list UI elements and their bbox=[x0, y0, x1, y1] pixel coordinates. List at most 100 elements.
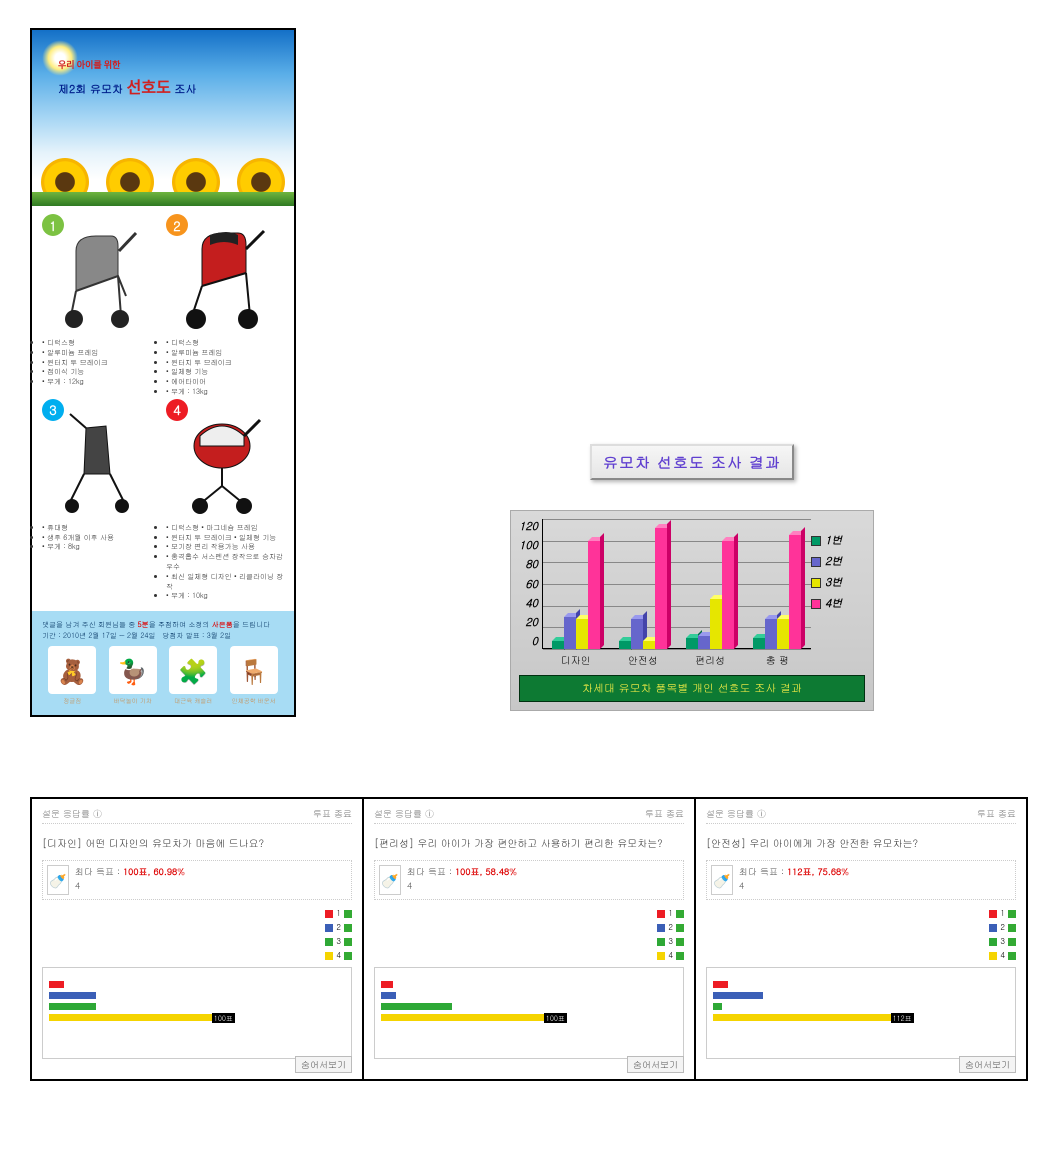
stroller-image-4 bbox=[166, 401, 284, 521]
poll-bar-row bbox=[49, 980, 345, 989]
legend-swatch bbox=[325, 938, 333, 946]
legend-swatch bbox=[811, 578, 821, 588]
poll-header: 설문 응답률 ⓘ투표 종료 bbox=[42, 807, 352, 824]
chart-x-label: 안전성 bbox=[609, 653, 676, 667]
poll-top-text: 최다 득표 : 100표, 60.98%4 bbox=[75, 865, 185, 892]
legend-label: 1 bbox=[668, 908, 673, 919]
poll-bar-row: 100표 bbox=[381, 1013, 677, 1022]
prize-label: 바닥놀이 기차 bbox=[109, 696, 157, 705]
bar-chart-panel: 120100806040200 디자인안전성편리성총 평 1번2번3번4번 차세… bbox=[510, 510, 874, 711]
poll-bar-row bbox=[49, 1002, 345, 1011]
stroller-option-3[interactable]: 3 휴대형생후 6개월 이후 사용무게 : 8kg bbox=[42, 397, 160, 601]
chart-bar bbox=[686, 638, 698, 649]
legend-swatch bbox=[811, 599, 821, 609]
option-badge-2: 2 bbox=[166, 214, 188, 236]
poll-more-button[interactable]: 숨어서보기 bbox=[295, 1056, 352, 1073]
prize-label: 인체공학 바운서 bbox=[230, 696, 278, 705]
stroller-option-4[interactable]: 4 디럭스형 • 마그네슘 프레임원터치 투 브레이크 • 일체형 기능모기장 … bbox=[166, 397, 284, 601]
poll-header-right: 투표 종료 bbox=[645, 807, 684, 820]
poll-bar-label: 100표 bbox=[212, 1013, 235, 1023]
poll-bar bbox=[49, 1014, 212, 1021]
legend-swatch bbox=[325, 924, 333, 932]
chart-icon bbox=[676, 952, 684, 960]
promo-footer-text: 댓글을 남겨 주신 회원님들 중 5분을 추첨하여 소정의 사은품을 드립니다 … bbox=[42, 619, 284, 640]
poll-header-right: 투표 종료 bbox=[313, 807, 352, 820]
chart-icon bbox=[1008, 952, 1016, 960]
poll-more-button[interactable]: 숨어서보기 bbox=[627, 1056, 684, 1073]
legend-label: 3 bbox=[1000, 936, 1005, 947]
poll-header-left: 설문 응답률 ⓘ bbox=[374, 807, 434, 820]
poll-bar bbox=[713, 1003, 722, 1010]
poll-bar bbox=[381, 1014, 544, 1021]
legend-swatch bbox=[657, 938, 665, 946]
poll-top-text: 최다 득표 : 100표, 58.48%4 bbox=[407, 865, 517, 892]
chart-bar bbox=[777, 619, 789, 649]
legend-label: 3 bbox=[336, 936, 341, 947]
promo-title-prefix: 제2회 유모차 bbox=[58, 82, 123, 97]
poll-top-result: 🍼 최다 득표 : 100표, 60.98%4 bbox=[42, 860, 352, 900]
poll-more-button[interactable]: 숨어서보기 bbox=[959, 1056, 1016, 1073]
prize-label: 대근육 캐슬러 bbox=[169, 696, 217, 705]
poll-bar bbox=[713, 981, 728, 988]
poll-legend-item: 3 bbox=[989, 936, 1016, 947]
stroller-option-2[interactable]: 2 디럭스형알루미늄 프레임원터치 투 브레이크일체형 기능에어타이어무게 : … bbox=[166, 212, 284, 397]
chart-group bbox=[542, 519, 609, 649]
poll-header-right: 투표 종료 bbox=[977, 807, 1016, 820]
chart-icon bbox=[344, 924, 352, 932]
legend-item: 4번 bbox=[811, 596, 865, 611]
prize-row: 🧸정글짐🦆바닥놀이 기차🧩대근육 캐슬러🪑인체공학 바운서 bbox=[42, 646, 284, 705]
option-badge-3: 3 bbox=[42, 399, 64, 421]
poll-header: 설문 응답률 ⓘ 투표 종료 bbox=[706, 807, 1016, 824]
promo-pretitle: 우리 아이를 위한 bbox=[58, 58, 197, 71]
chart-bar bbox=[643, 641, 655, 650]
legend-swatch bbox=[657, 924, 665, 932]
poll-bar-row bbox=[713, 1002, 1009, 1011]
chart-bar bbox=[552, 641, 564, 650]
poll-bar bbox=[49, 992, 96, 999]
poll-top-result: 🍼 최다 득표 : 100표, 58.48%4 bbox=[374, 860, 684, 900]
poll-bar bbox=[713, 992, 763, 999]
legend-label: 4번 bbox=[825, 596, 842, 611]
poll-bar-label: 100표 bbox=[544, 1013, 567, 1023]
stroller-grid: 1 디럭스형알루미늄 프레임원터치 투 브레이크접이식 기능무게 : 12kg … bbox=[32, 206, 294, 611]
legend-item: 3번 bbox=[811, 575, 865, 590]
chart-plot: 디자인안전성편리성총 평 bbox=[542, 519, 811, 667]
chart-x-label: 편리성 bbox=[676, 653, 743, 667]
stroller-specs-1: 디럭스형알루미늄 프레임원터치 투 브레이크접이식 기능무게 : 12kg bbox=[42, 338, 160, 387]
poll-bar-row bbox=[381, 980, 677, 989]
poll-bar bbox=[381, 992, 396, 999]
chart-group bbox=[676, 519, 743, 649]
chart-x-label: 총 평 bbox=[744, 653, 811, 667]
poll-bars: 100표 bbox=[374, 967, 684, 1059]
promo-title-suffix: 조사 bbox=[175, 82, 197, 97]
chart-icon bbox=[676, 924, 684, 932]
legend-label: 1 bbox=[1000, 908, 1005, 919]
chart-groups bbox=[542, 519, 811, 649]
legend-label: 1번 bbox=[825, 533, 842, 548]
poll-bar-row bbox=[381, 991, 677, 1000]
promo-title-accent: 선호도 bbox=[127, 80, 171, 97]
poll-header-left: 설문 응답률 ⓘ bbox=[706, 807, 766, 820]
promo-sky: 우리 아이를 위한 제2회 유모차 선호도 조사 bbox=[32, 30, 294, 206]
chart-icon bbox=[1008, 910, 1016, 918]
promo-footer: 댓글을 남겨 주신 회원님들 중 5분을 추첨하여 소정의 사은품을 드립니다 … bbox=[32, 611, 294, 715]
legend-swatch bbox=[657, 952, 665, 960]
stroller-thumb-icon: 🍼 bbox=[379, 865, 401, 895]
result-title-button[interactable]: 유모차 선호도 조사 결과 bbox=[590, 444, 794, 480]
poll-legend-item: 2 bbox=[657, 922, 684, 933]
poll-bar bbox=[381, 1003, 452, 1010]
poll-panel: 설문 응답률 ⓘ투표 종료 [안전성] 우리 아이에게 가장 안전한 유모차는?… bbox=[696, 799, 1026, 1079]
spec-item: 무게 : 10kg bbox=[166, 591, 284, 601]
legend-swatch bbox=[811, 536, 821, 546]
stroller-thumb-icon: 🍼 bbox=[47, 865, 69, 895]
chart-bar bbox=[619, 641, 631, 650]
chart-icon bbox=[344, 952, 352, 960]
legend-swatch bbox=[811, 557, 821, 567]
chart-bar bbox=[576, 619, 588, 649]
chart-legend: 1번2번3번4번 bbox=[811, 519, 865, 667]
chart-caption: 차세대 유모차 품목별 개인 선호도 조사 결과 bbox=[519, 675, 865, 702]
poll-bars: 100표 bbox=[42, 967, 352, 1059]
poll-bar bbox=[381, 981, 393, 988]
stroller-option-1[interactable]: 1 디럭스형알루미늄 프레임원터치 투 브레이크접이식 기능무게 : 12kg bbox=[42, 212, 160, 397]
legend-label: 2 bbox=[1000, 922, 1005, 933]
